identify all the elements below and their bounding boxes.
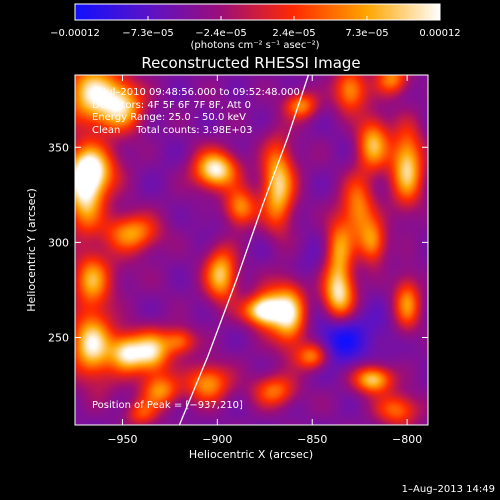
info-energy: Energy Range: 25.0 – 50.0 keV: [92, 112, 246, 123]
colorbar-frame: [74, 3, 441, 21]
y-tick-label: 250: [48, 332, 69, 345]
heatmap-image: [75, 75, 428, 425]
x-tick-label: −950: [107, 433, 137, 446]
y-axis-tick-labels: 250 300 350: [48, 141, 69, 344]
colorbar-tick-labels: −0.00012 −7.3e−05 −2.4e−05 2.4e−05 7.3e−05 0.…: [50, 28, 461, 39]
x-axis-title: Heliocentric X (arcsec): [189, 448, 313, 461]
plot-area: 9–Jul–2010 09:48:56.000 to 09:52:48.000 …: [74, 74, 429, 426]
colorbar-gradient: [75, 4, 440, 20]
colorbar-tick-label: −7.3e−05: [122, 28, 174, 39]
info-annotations: 9–Jul–2010 09:48:56.000 to 09:52:48.000 …: [92, 87, 300, 411]
colorbar-tick-label: 7.3e−05: [345, 28, 388, 39]
colorbar-tick-label: 2.4e−05: [272, 28, 315, 39]
x-tick-label: −900: [202, 433, 232, 446]
colorbar-tick-label: −2.4e−05: [195, 28, 247, 39]
y-tick-label: 350: [48, 141, 69, 154]
peak-position-label: Position of Peak = [−937,210]: [92, 400, 243, 411]
x-tick-label: −850: [297, 433, 327, 446]
info-clean: Clean Total counts: 3.98E+03: [92, 125, 252, 136]
axis-ticks: [75, 75, 428, 425]
colorbar-tick-label: −0.00012: [50, 28, 100, 39]
plot-frame: [74, 74, 429, 426]
colorbar-tick-label: 0.00012: [419, 28, 460, 39]
chart-title: Reconstructed RHESSI Image: [141, 54, 360, 72]
x-tick-label: −800: [392, 433, 422, 446]
x-axis-tick-labels: −950 −900 −850 −800: [107, 433, 422, 446]
footer-timestamp: 1–Aug–2013 14:49: [402, 484, 495, 495]
info-detectors: Detectors: 4F 5F 6F 7F 8F, Att 0: [92, 100, 251, 111]
info-time: 9–Jul–2010 09:48:56.000 to 09:52:48.000: [92, 87, 300, 98]
y-axis-title: Heliocentric Y (arcsec): [25, 188, 38, 312]
y-tick-label: 300: [48, 236, 69, 249]
units-label: (photons cm⁻² s⁻¹ asec⁻²): [190, 40, 319, 51]
colorbar-ticks: [74, 16, 441, 20]
colorbar: −0.00012 −7.3e−05 −2.4e−05 2.4e−05 7.3e−05 0.…: [50, 3, 461, 51]
solar-limb-line: [178, 75, 310, 425]
